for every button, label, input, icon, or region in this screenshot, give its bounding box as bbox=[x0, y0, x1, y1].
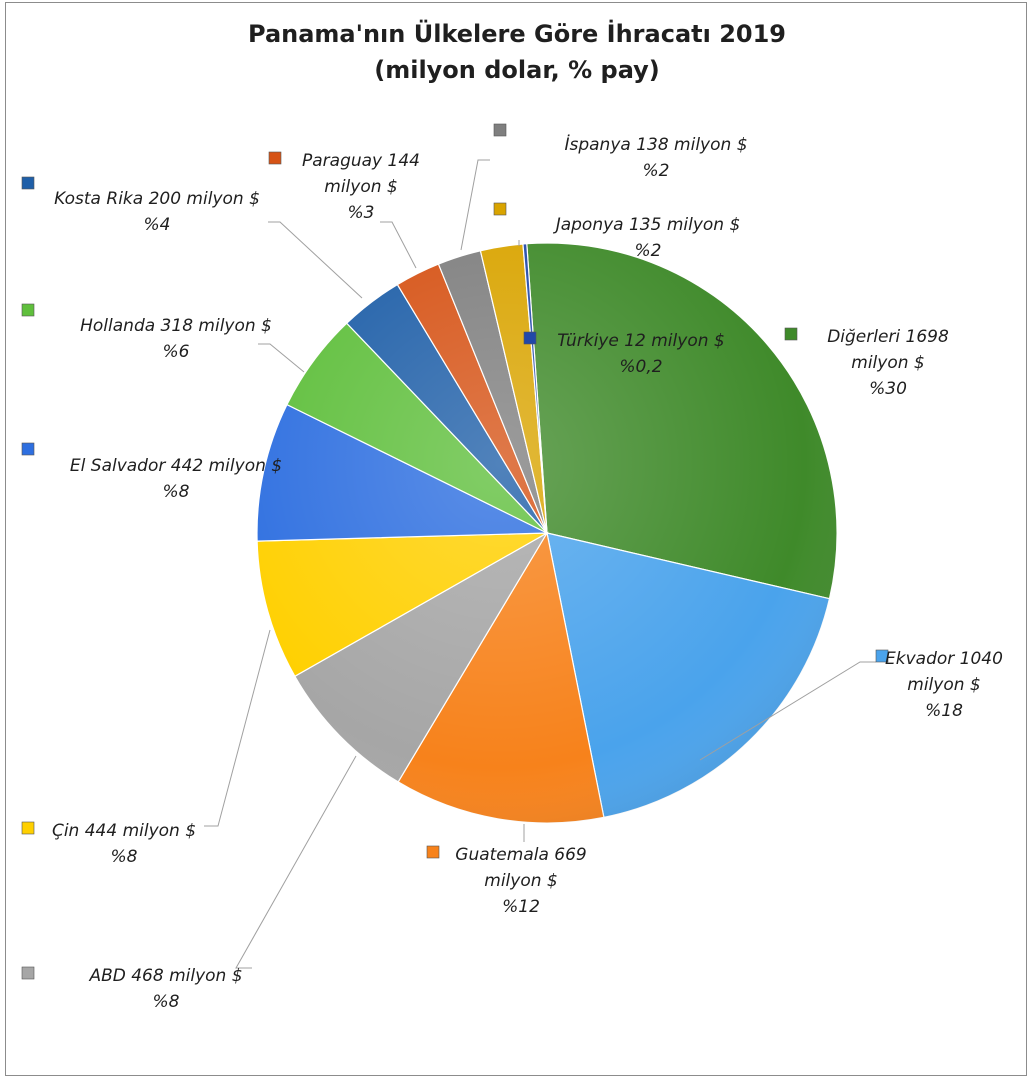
leader-line-ispanya bbox=[460, 159, 490, 251]
leader-line-hollanda bbox=[258, 343, 305, 373]
data-label-turkiye: Türkiye 12 milyon $ %0,2 bbox=[557, 331, 724, 377]
chart-title: Panama'nın Ülkelere Göre İhracatı 2019 bbox=[248, 20, 786, 48]
data-label-paraguay: Paraguay 144 milyon $ %3 bbox=[302, 151, 420, 223]
legend-marker-abd bbox=[21, 966, 35, 980]
data-label-ekvador: Ekvador 1040 milyon $ %18 bbox=[885, 649, 1003, 721]
leader-line-paraguay bbox=[380, 221, 417, 269]
leader-line-kosta-rika bbox=[268, 221, 363, 299]
legend-marker-kosta-rika bbox=[21, 176, 35, 190]
legend-marker-guatemala bbox=[426, 845, 440, 859]
legend-marker-digerleri bbox=[784, 327, 798, 341]
legend-marker-cin bbox=[21, 821, 35, 835]
data-label-digerleri: Diğerleri 1698 milyon $ %30 bbox=[827, 327, 949, 399]
data-label-japonya: Japonya 135 milyon $ %2 bbox=[553, 215, 741, 261]
legend-marker-hollanda bbox=[21, 303, 35, 317]
data-label-cin: Çin 444 milyon $ %8 bbox=[52, 821, 196, 867]
legend-marker-ispanya bbox=[493, 123, 507, 137]
data-label-hollanda: Hollanda 318 milyon $ %6 bbox=[80, 316, 272, 362]
legend-marker-el-salvador bbox=[21, 442, 35, 456]
legend-marker-ekvador bbox=[875, 649, 889, 663]
legend-marker-paraguay bbox=[268, 151, 282, 165]
chart-subtitle: (milyon dolar, % pay) bbox=[374, 56, 660, 84]
data-label-el-salvador: El Salvador 442 milyon $ %8 bbox=[70, 456, 282, 502]
leader-line-ekvador bbox=[699, 661, 876, 761]
data-label-guatemala: Guatemala 669 milyon $ %12 bbox=[455, 845, 586, 917]
data-label-ispanya: İspanya 138 milyon $ %2 bbox=[564, 134, 747, 181]
legend-marker-turkiye bbox=[523, 331, 537, 345]
leader-line-abd bbox=[235, 755, 357, 969]
leader-line-cin bbox=[204, 629, 271, 827]
data-label-kosta-rika: Kosta Rika 200 milyon $ %4 bbox=[54, 189, 260, 235]
legend-marker-japonya bbox=[493, 202, 507, 216]
chart-title-block: Panama'nın Ülkelere Göre İhracatı 2019 (… bbox=[0, 16, 1034, 88]
data-label-abd: ABD 468 milyon $ %8 bbox=[88, 966, 242, 1012]
